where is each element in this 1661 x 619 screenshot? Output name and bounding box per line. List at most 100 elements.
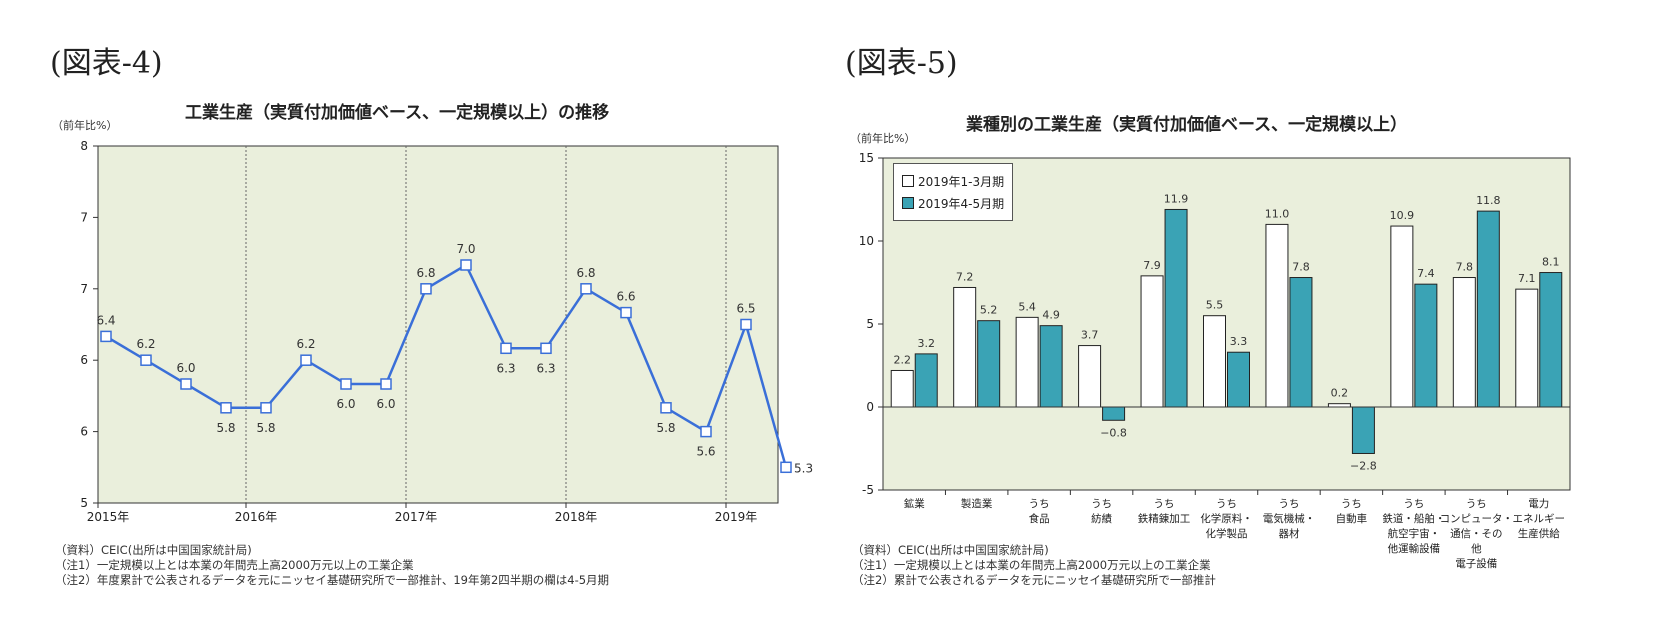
bar-category-label: エネルギー xyxy=(1513,513,1566,525)
bar-mark xyxy=(1351,406,1375,454)
legend-swatch-1 xyxy=(902,175,914,187)
line-chart-y-unit: （前年比%） xyxy=(52,119,118,132)
bar-mark xyxy=(1539,272,1563,408)
bar-mark xyxy=(1414,283,1438,408)
line-data-point xyxy=(300,354,312,366)
bar-mark xyxy=(1039,325,1063,408)
line-data-point xyxy=(740,318,752,331)
bar-category-label: 紡績 xyxy=(1091,512,1113,525)
line-data-point xyxy=(220,402,232,414)
bar-category-label: 自動車 xyxy=(1336,512,1368,525)
note-2-left: （注2）年度累計で公表されるデータを元にニッセイ基礎研究所で一部推計、19年第2… xyxy=(55,573,610,587)
bar-y-tick-label: 5 xyxy=(866,317,874,331)
line-data-point xyxy=(100,330,112,343)
bar-data-label: 7.2 xyxy=(956,270,974,283)
note-1-left: （注1）一定規模以上とは本業の年間売上高2000万元以上の工業企業 xyxy=(55,558,414,572)
bar-mark xyxy=(1015,316,1039,408)
line-data-point xyxy=(380,378,392,390)
bar-data-label: 7.8 xyxy=(1456,261,1474,274)
line-y-tick-label: 7 xyxy=(80,282,88,296)
bar-mark xyxy=(914,353,938,408)
bar-data-label: 5.2 xyxy=(980,304,998,317)
bar-category-label: うち xyxy=(1029,498,1050,510)
bar-mark xyxy=(977,320,1001,408)
bar-mark xyxy=(1227,351,1250,408)
line-data-point xyxy=(260,402,272,414)
bar-y-tick-label: 10 xyxy=(859,234,874,248)
bar-category-label: うち xyxy=(1154,498,1175,510)
bar-data-label: 0.2 xyxy=(1331,387,1349,400)
line-x-tick-label: 2015年 xyxy=(87,510,130,524)
line-data-point xyxy=(500,342,512,355)
bar-data-label: 8.1 xyxy=(1542,256,1560,269)
bar-data-label: 7.4 xyxy=(1417,267,1435,280)
bar-data-label: 11.8 xyxy=(1476,194,1501,207)
bar-category-label: 食品 xyxy=(1029,512,1050,525)
bar-category-label: 他運輸設備 xyxy=(1388,542,1441,555)
line-data-label: 5.8 xyxy=(216,421,235,435)
bar-mark xyxy=(1452,277,1476,408)
line-data-label: 6.0 xyxy=(336,397,355,411)
line-y-tick-label: 7 xyxy=(80,210,88,224)
notes-left: （資料）CEIC(出所は中国国家統計局) （注1）一定規模以上とは本業の年間売上… xyxy=(55,543,609,588)
bar-mark xyxy=(1476,210,1500,408)
bar-category-label: 化学製品 xyxy=(1206,527,1248,540)
line-data-label: 6.3 xyxy=(536,361,555,375)
bar-data-label: 11.9 xyxy=(1164,192,1189,205)
line-data-label: 5.8 xyxy=(256,421,275,435)
bar-data-label: −0.8 xyxy=(1100,426,1127,439)
line-data-label: 6.8 xyxy=(416,266,435,280)
line-data-point xyxy=(420,283,432,295)
line-chart-title: 工業生産（実質付加価値ベース、一定規模以上）の推移 xyxy=(185,103,610,123)
bar-category-label: うち xyxy=(1466,498,1487,510)
line-data-label: 6.8 xyxy=(576,266,595,280)
bar-data-label: 2.2 xyxy=(893,353,911,366)
bar-mark xyxy=(953,286,977,408)
bar-mark xyxy=(1102,406,1126,421)
line-data-point xyxy=(700,425,712,438)
line-data-point xyxy=(140,354,152,366)
bar-data-label: 7.8 xyxy=(1292,261,1310,274)
bar-data-label: 3.7 xyxy=(1081,329,1099,342)
line-data-label: 7.0 xyxy=(456,242,475,256)
line-data-point xyxy=(660,402,672,414)
bar-mark xyxy=(1289,277,1313,408)
legend-swatch-2 xyxy=(902,197,914,209)
legend-item-1: 2019年1-3月期 xyxy=(902,170,1004,192)
bar-category-label: 製造業 xyxy=(961,497,993,510)
line-plot-area xyxy=(97,145,779,504)
bar-data-label: 3.3 xyxy=(1230,335,1248,348)
legend-label-2: 2019年4-5月期 xyxy=(918,196,1005,211)
bar-category-label: うち xyxy=(1341,498,1362,510)
bar-category-label: 電気機械・ xyxy=(1263,512,1316,525)
line-data-point xyxy=(180,378,192,390)
line-data-point xyxy=(780,461,792,474)
bar-data-label: 4.9 xyxy=(1042,309,1060,322)
bar-category-label: 鉄道・船舶・ xyxy=(1382,512,1445,525)
line-data-label: 6.0 xyxy=(176,361,195,375)
bar-y-tick-label: -5 xyxy=(862,483,874,497)
line-series-path xyxy=(105,263,788,468)
line-x-tick-label: 2018年 xyxy=(555,510,598,524)
line-x-tick-label: 2019年 xyxy=(715,510,758,524)
bar-data-label: 5.5 xyxy=(1206,299,1224,312)
panel-label-left: (図表-4) xyxy=(50,46,163,81)
panel-label-right: (図表-5) xyxy=(845,46,958,81)
line-data-label: 6.6 xyxy=(616,290,635,304)
bar-data-label: 10.9 xyxy=(1390,209,1415,222)
bar-category-label: 通信・その xyxy=(1450,528,1503,540)
line-x-tick-label: 2017年 xyxy=(395,510,438,524)
line-data-point xyxy=(620,306,632,319)
note-source-left: （資料）CEIC(出所は中国国家統計局) xyxy=(55,543,252,557)
line-data-label: 6.4 xyxy=(96,313,115,327)
line-data-label: 6.5 xyxy=(736,302,755,316)
bar-category-label: 航空宇宙・ xyxy=(1388,527,1441,540)
line-y-tick-label: 6 xyxy=(80,425,88,439)
bar-category-label: 他 xyxy=(1471,542,1482,555)
bar-category-label: 器材 xyxy=(1278,527,1300,540)
bar-mark xyxy=(1390,225,1414,408)
line-data-point xyxy=(460,259,472,271)
line-data-point xyxy=(340,378,352,390)
bar-mark xyxy=(1164,208,1188,408)
